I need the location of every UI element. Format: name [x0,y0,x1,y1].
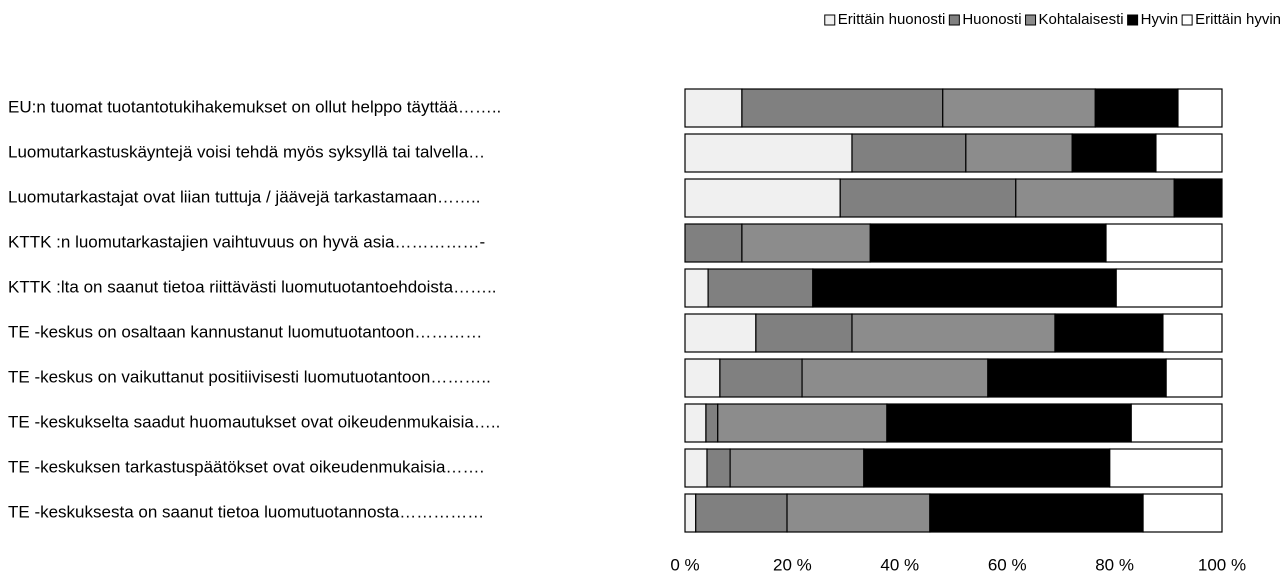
bar-segment [812,268,1117,308]
category-label: TE -keskus on vaikuttanut positiivisesti… [8,367,491,386]
bar-segment [729,448,865,488]
x-tick-label: 0 % [670,555,699,574]
category-label: Luomutarkastuskäyntejä voisi tehdä myös … [8,142,485,161]
bar-segment [929,493,1144,533]
legend-swatch [948,14,960,26]
category-label: TE -keskus on osaltaan kannustanut luomu… [8,322,482,341]
bar-segment [863,448,1111,488]
bar-segment [719,358,803,398]
bar-segment [886,403,1132,443]
bar-segment [741,88,944,128]
legend: Erittäin hyvin Hyvin Kohtalaisesti Huonosti… [824,11,1281,28]
category-label: TE -keskukselta saadut huomautukset ovat… [8,412,500,431]
legend-swatch [1127,14,1139,26]
bar-segment [684,403,707,443]
legend-swatch [1181,14,1193,26]
bar-segment [1115,268,1223,308]
x-tick-label: 20 % [773,555,812,574]
x-tick-label: 80 % [1095,555,1134,574]
bar-segment [684,493,697,533]
bar-segment [717,403,888,443]
bar-segment [786,493,931,533]
bar-segment [684,313,757,353]
legend-label: Erittäin hyvin [1195,11,1281,28]
legend-label: Erittäin huonosti [838,11,946,28]
bar-segment [1109,448,1223,488]
bar-segment [1105,223,1223,263]
legend-label: Kohtalaisesti [1039,11,1124,28]
bar-segment [1130,403,1223,443]
bar-segment [1177,88,1223,128]
bar-segment [706,448,731,488]
bar-segment [705,403,719,443]
category-label: Luomutarkastajat ovat liian tuttuja / jä… [8,187,480,206]
bar-segment [1142,493,1223,533]
bar-segment [1015,178,1175,218]
legend-swatch [1025,14,1037,26]
category-label: EU:n tuomat tuotantotukihakemukset on ol… [8,97,501,116]
bar-segment [1162,313,1223,353]
bar-segment [1071,133,1157,173]
bar-segment [695,493,788,533]
bar-segment [684,448,708,488]
legend-label: Huonosti [962,11,1021,28]
x-tick-label: 40 % [880,555,919,574]
category-label: KTTK :lta on saanut tietoa riittävästi l… [8,277,497,296]
bar-segment [869,223,1107,263]
bar-segment [851,133,967,173]
bar-segment [684,133,853,173]
bar-segment [684,268,709,308]
bar-segment [1054,313,1164,353]
bar-segment [965,133,1073,173]
x-tick-label: 100 % [1198,555,1246,574]
bar-segment [707,268,814,308]
legend-swatch [824,14,836,26]
bar-segment [684,178,841,218]
bar-segment [684,358,721,398]
bar-segment [684,88,743,128]
bar-segment [755,313,853,353]
x-tick-label: 60 % [988,555,1027,574]
category-label: TE -keskuksesta on saanut tietoa luomutu… [8,502,484,521]
bar-segment [1165,358,1223,398]
legend-label: Hyvin [1141,11,1179,28]
bar-segment [987,358,1167,398]
bar-segment [1173,178,1223,218]
bar-segment [851,313,1056,353]
bar-segment [1155,133,1223,173]
bar-segment [942,88,1096,128]
bar-segment [684,223,743,263]
category-label: KTTK :n luomutarkastajien vaihtuvuus on … [8,232,485,251]
bar-segment [839,178,1017,218]
category-label: TE -keskuksen tarkastuspäätökset ovat oi… [8,457,484,476]
bar-segment [741,223,871,263]
bar-segment [1094,88,1179,128]
bar-segment [801,358,989,398]
